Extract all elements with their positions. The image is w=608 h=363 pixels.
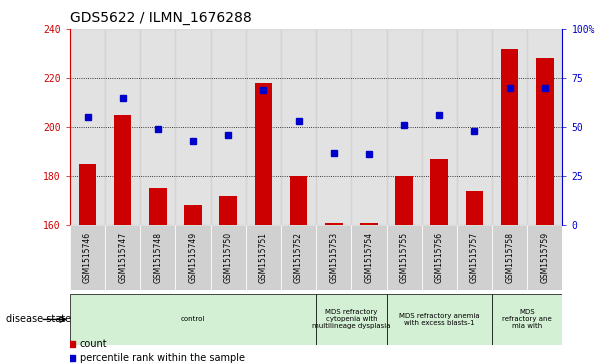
- Bar: [316, 29, 351, 225]
- Text: GSM1515759: GSM1515759: [541, 232, 549, 283]
- Bar: [501, 49, 519, 225]
- Bar: [395, 176, 413, 225]
- Bar: [140, 29, 176, 225]
- Bar: [536, 58, 554, 225]
- Bar: [114, 115, 131, 225]
- Bar: [492, 294, 562, 345]
- Bar: [176, 225, 210, 290]
- Bar: [70, 294, 316, 345]
- Text: GSM1515757: GSM1515757: [470, 232, 479, 283]
- Bar: [281, 29, 316, 225]
- Bar: [387, 225, 422, 290]
- Text: GSM1515750: GSM1515750: [224, 232, 233, 283]
- Bar: [210, 29, 246, 225]
- Bar: [387, 29, 422, 225]
- Bar: [78, 164, 96, 225]
- Text: MDS
refractory ane
mia with: MDS refractory ane mia with: [502, 309, 552, 330]
- Bar: [527, 225, 562, 290]
- Bar: [210, 225, 246, 290]
- Bar: [140, 225, 176, 290]
- Bar: [70, 225, 105, 290]
- Text: GSM1515746: GSM1515746: [83, 232, 92, 283]
- Text: percentile rank within the sample: percentile rank within the sample: [80, 353, 245, 363]
- Bar: [387, 294, 492, 345]
- Text: MDS refractory anemia
with excess blasts-1: MDS refractory anemia with excess blasts…: [399, 313, 480, 326]
- Text: GSM1515754: GSM1515754: [364, 232, 373, 283]
- Bar: [360, 223, 378, 225]
- Bar: [422, 29, 457, 225]
- Text: count: count: [80, 339, 108, 349]
- Bar: [176, 29, 210, 225]
- Bar: [430, 159, 448, 225]
- Text: GSM1515755: GSM1515755: [399, 232, 409, 283]
- Bar: [105, 29, 140, 225]
- Bar: [422, 225, 457, 290]
- Text: GSM1515749: GSM1515749: [188, 232, 198, 283]
- Bar: [492, 225, 527, 290]
- Text: GSM1515751: GSM1515751: [259, 232, 268, 283]
- Bar: [255, 83, 272, 225]
- Bar: [316, 294, 387, 345]
- Bar: [219, 196, 237, 225]
- Bar: [325, 223, 342, 225]
- Text: control: control: [181, 317, 206, 322]
- Bar: [527, 29, 562, 225]
- Text: GSM1515752: GSM1515752: [294, 232, 303, 283]
- Bar: [457, 225, 492, 290]
- Bar: [70, 29, 105, 225]
- Bar: [457, 29, 492, 225]
- Bar: [246, 225, 281, 290]
- Text: disease state: disease state: [6, 314, 71, 325]
- Text: MDS refractory
cytopenia with
multilineage dysplasia: MDS refractory cytopenia with multilinea…: [312, 309, 390, 330]
- Bar: [149, 188, 167, 225]
- Bar: [492, 29, 527, 225]
- Text: GSM1515758: GSM1515758: [505, 232, 514, 283]
- Text: GSM1515747: GSM1515747: [118, 232, 127, 283]
- Bar: [351, 225, 387, 290]
- Bar: [105, 225, 140, 290]
- Bar: [316, 225, 351, 290]
- Bar: [351, 29, 387, 225]
- Bar: [281, 225, 316, 290]
- Bar: [246, 29, 281, 225]
- Text: GSM1515753: GSM1515753: [330, 232, 338, 283]
- Text: GDS5622 / ILMN_1676288: GDS5622 / ILMN_1676288: [70, 11, 252, 25]
- Bar: [466, 191, 483, 225]
- Bar: [290, 176, 308, 225]
- Bar: [184, 205, 202, 225]
- Text: GSM1515756: GSM1515756: [435, 232, 444, 283]
- Text: GSM1515748: GSM1515748: [153, 232, 162, 283]
